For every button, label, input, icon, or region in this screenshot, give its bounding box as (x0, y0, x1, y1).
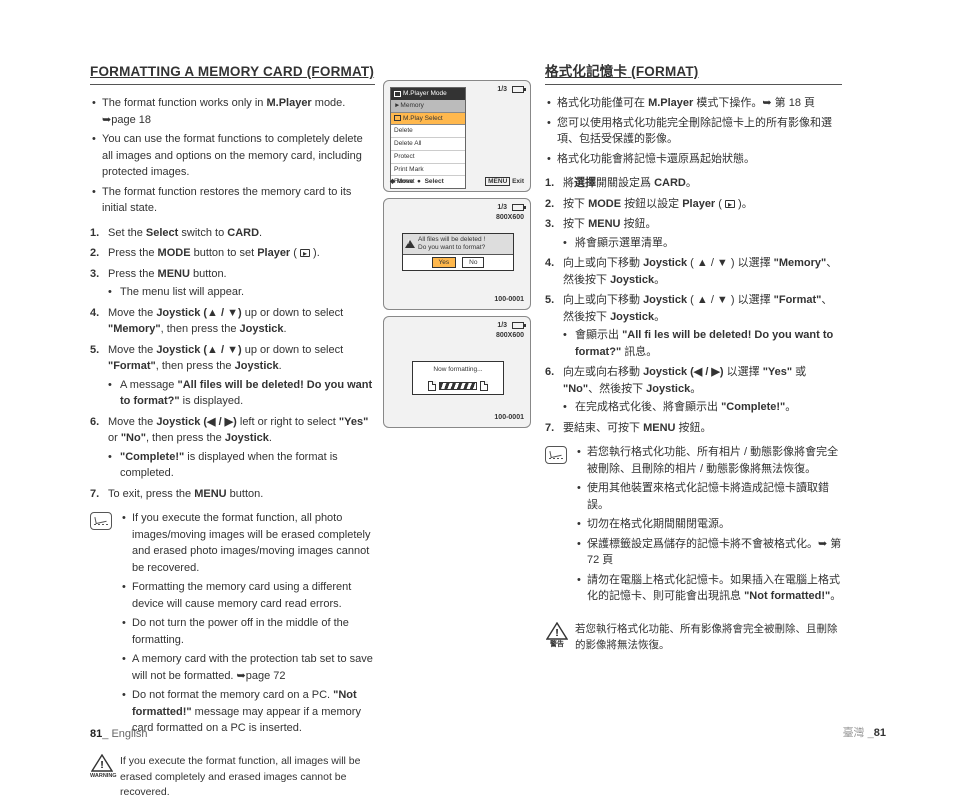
list-item: You can use the format functions to comp… (90, 131, 375, 181)
column-english: FORMATTING A MEMORY CARD (FORMAT) The fo… (90, 62, 375, 792)
menu-row: Print Mark (391, 164, 465, 177)
list-item: The format function restores the memory … (90, 184, 375, 217)
warning-row-en: ! WARNING If you execute the format func… (90, 754, 375, 801)
warning-icon: ! 警告 (545, 622, 569, 651)
step-item: 向上或向下移動 Joystick ( ▲ / ▼ ) 以選擇 "Format"、… (545, 292, 842, 360)
step-item: Press the MODE button to set Player ( ). (90, 245, 375, 262)
column-chinese: 格式化記憶卡 (FORMAT) 格式化功能僅可在 M.Player 模式下操作。… (537, 62, 842, 792)
note-list-en: If you execute the format function, all … (120, 510, 375, 740)
menu-row: Protect (391, 151, 465, 164)
step-item: Set the Select switch to CARD. (90, 225, 375, 242)
page: FORMATTING A MEMORY CARD (FORMAT) The fo… (0, 0, 954, 792)
warning-label: WARNING (90, 772, 114, 780)
list-item: 請勿在電腦上格式化記憶卡。如果插入在電腦上格式化的記憶卡、則可能會出現訊息 "N… (575, 572, 842, 605)
list-item: 若您執行格式化功能、所有相片 / 動態影像將會完全被刪除、且刪除的相片 / 動態… (575, 444, 842, 477)
column-screens: 1/3 M.Player Mode ►Memory M.Play Select … (375, 62, 537, 792)
note-list-zh: 若您執行格式化功能、所有相片 / 動態影像將會完全被刪除、且刪除的相片 / 動態… (575, 444, 842, 608)
warning-text-en: If you execute the format function, all … (120, 754, 375, 801)
substep-item: 在完成格式化後、將會顯示出 "Complete!"。 (563, 399, 842, 416)
footer-left: 81_ English (90, 728, 148, 740)
menu-row: Delete (391, 125, 465, 138)
step-item: To exit, press the MENU button. (90, 486, 375, 503)
step-item: 向左或向右移動 Joystick (◀ / ▶) 以選擇 "Yes" 或 "No… (545, 364, 842, 416)
list-item: 保護標籤設定爲儲存的記憶卡將不會被格式化。➥ 第 72 頁 (575, 536, 842, 569)
list-item: If you execute the format function, all … (120, 510, 375, 576)
lcd-screen-2: 1/3 800X600 All files will be deleted ! … (383, 198, 531, 310)
svg-text:!: ! (100, 760, 103, 771)
note-icon (90, 512, 112, 530)
step-item: 向上或向下移動 Joystick ( ▲ / ▼ ) 以選擇 "Memory"、… (545, 255, 842, 288)
substep-item: "Complete!" is displayed when the format… (108, 449, 375, 482)
dialog-no: No (462, 257, 484, 269)
list-item: 您可以使用格式化功能完全刪除記憶卡上的所有影像和選項、包括受保護的影像。 (545, 115, 842, 148)
formatting-box: Now formatting... (412, 361, 504, 395)
list-item: Formatting the memory card using a diffe… (120, 579, 375, 612)
steps-en: Set the Select switch to CARD. Press the … (90, 225, 375, 503)
list-item: 切勿在格式化期間關閉電源。 (575, 516, 842, 533)
lcd-screen-3: 1/3 800X600 Now formatting... 100-0001 (383, 316, 531, 428)
step-item: Press the MENU button.The menu list will… (90, 266, 375, 301)
lcd-screen-1: 1/3 M.Player Mode ►Memory M.Play Select … (383, 80, 531, 192)
note-icon (545, 446, 567, 464)
menu-row: Delete All (391, 138, 465, 151)
intro-list-en: The format function works only in M.Play… (90, 95, 375, 217)
footer-right: 臺灣 _81 (843, 724, 886, 740)
note-block-en: If you execute the format function, all … (90, 510, 375, 748)
list-item: 使用其他裝置來格式化記憶卡將造成記憶卡讀取錯誤。 (575, 480, 842, 513)
intro-list-zh: 格式化功能僅可在 M.Player 模式下操作。➥ 第 18 頁您可以使用格式化… (545, 95, 842, 167)
step-item: 按下 MENU 按鈕。將會顯示選單清單。 (545, 216, 842, 251)
step-item: Move the Joystick (▲ / ▼) up or down to … (90, 342, 375, 410)
svg-text:!: ! (555, 628, 558, 639)
step-item: 要結束、可按下 MENU 按鈕。 (545, 420, 842, 437)
step-item: Move the Joystick (▲ / ▼) up or down to … (90, 305, 375, 338)
list-item: Do not turn the power off in the middle … (120, 615, 375, 648)
list-item: 格式化功能僅可在 M.Player 模式下操作。➥ 第 18 頁 (545, 95, 842, 112)
dialog-yes: Yes (432, 257, 457, 269)
format-dialog: All files will be deleted ! Do you want … (402, 233, 514, 271)
menu-box: M.Player Mode ►Memory M.Play Select Dele… (390, 87, 466, 189)
note-block-zh: 若您執行格式化功能、所有相片 / 動態影像將會完全被刪除、且刪除的相片 / 動態… (545, 444, 842, 616)
substep-item: 將會顯示選單清單。 (563, 235, 842, 252)
list-item: A memory card with the protection tab se… (120, 651, 375, 684)
step-item: 將選擇開關設定爲 CARD。 (545, 175, 842, 192)
step-item: Move the Joystick (◀ / ▶) left or right … (90, 414, 375, 482)
warning-icon: ! WARNING (90, 754, 114, 780)
heading-en: FORMATTING A MEMORY CARD (FORMAT) (90, 62, 375, 85)
warning-row-zh: ! 警告 若您執行格式化功能、所有影像將會完全被刪除、且刪除的影像將無法恢復。 (545, 622, 842, 654)
step-item: 按下 MODE 按鈕以設定 Player ( )。 (545, 196, 842, 213)
substep-item: The menu list will appear. (108, 284, 375, 301)
heading-zh: 格式化記憶卡 (FORMAT) (545, 62, 842, 85)
substep-item: 會顯示出 "All fi les will be deleted! Do you… (563, 327, 842, 360)
list-item: Do not format the memory card on a PC. "… (120, 687, 375, 737)
list-item: 格式化功能會將記憶卡還原爲起始狀態。 (545, 151, 842, 168)
warning-label: 警告 (545, 640, 569, 651)
list-item: The format function works only in M.Play… (90, 95, 375, 128)
steps-zh: 將選擇開關設定爲 CARD。按下 MODE 按鈕以設定 Player ( )。按… (545, 175, 842, 436)
warning-text-zh: 若您執行格式化功能、所有影像將會完全被刪除、且刪除的影像將無法恢復。 (575, 622, 842, 654)
substep-item: A message "All files will be deleted! Do… (108, 377, 375, 410)
